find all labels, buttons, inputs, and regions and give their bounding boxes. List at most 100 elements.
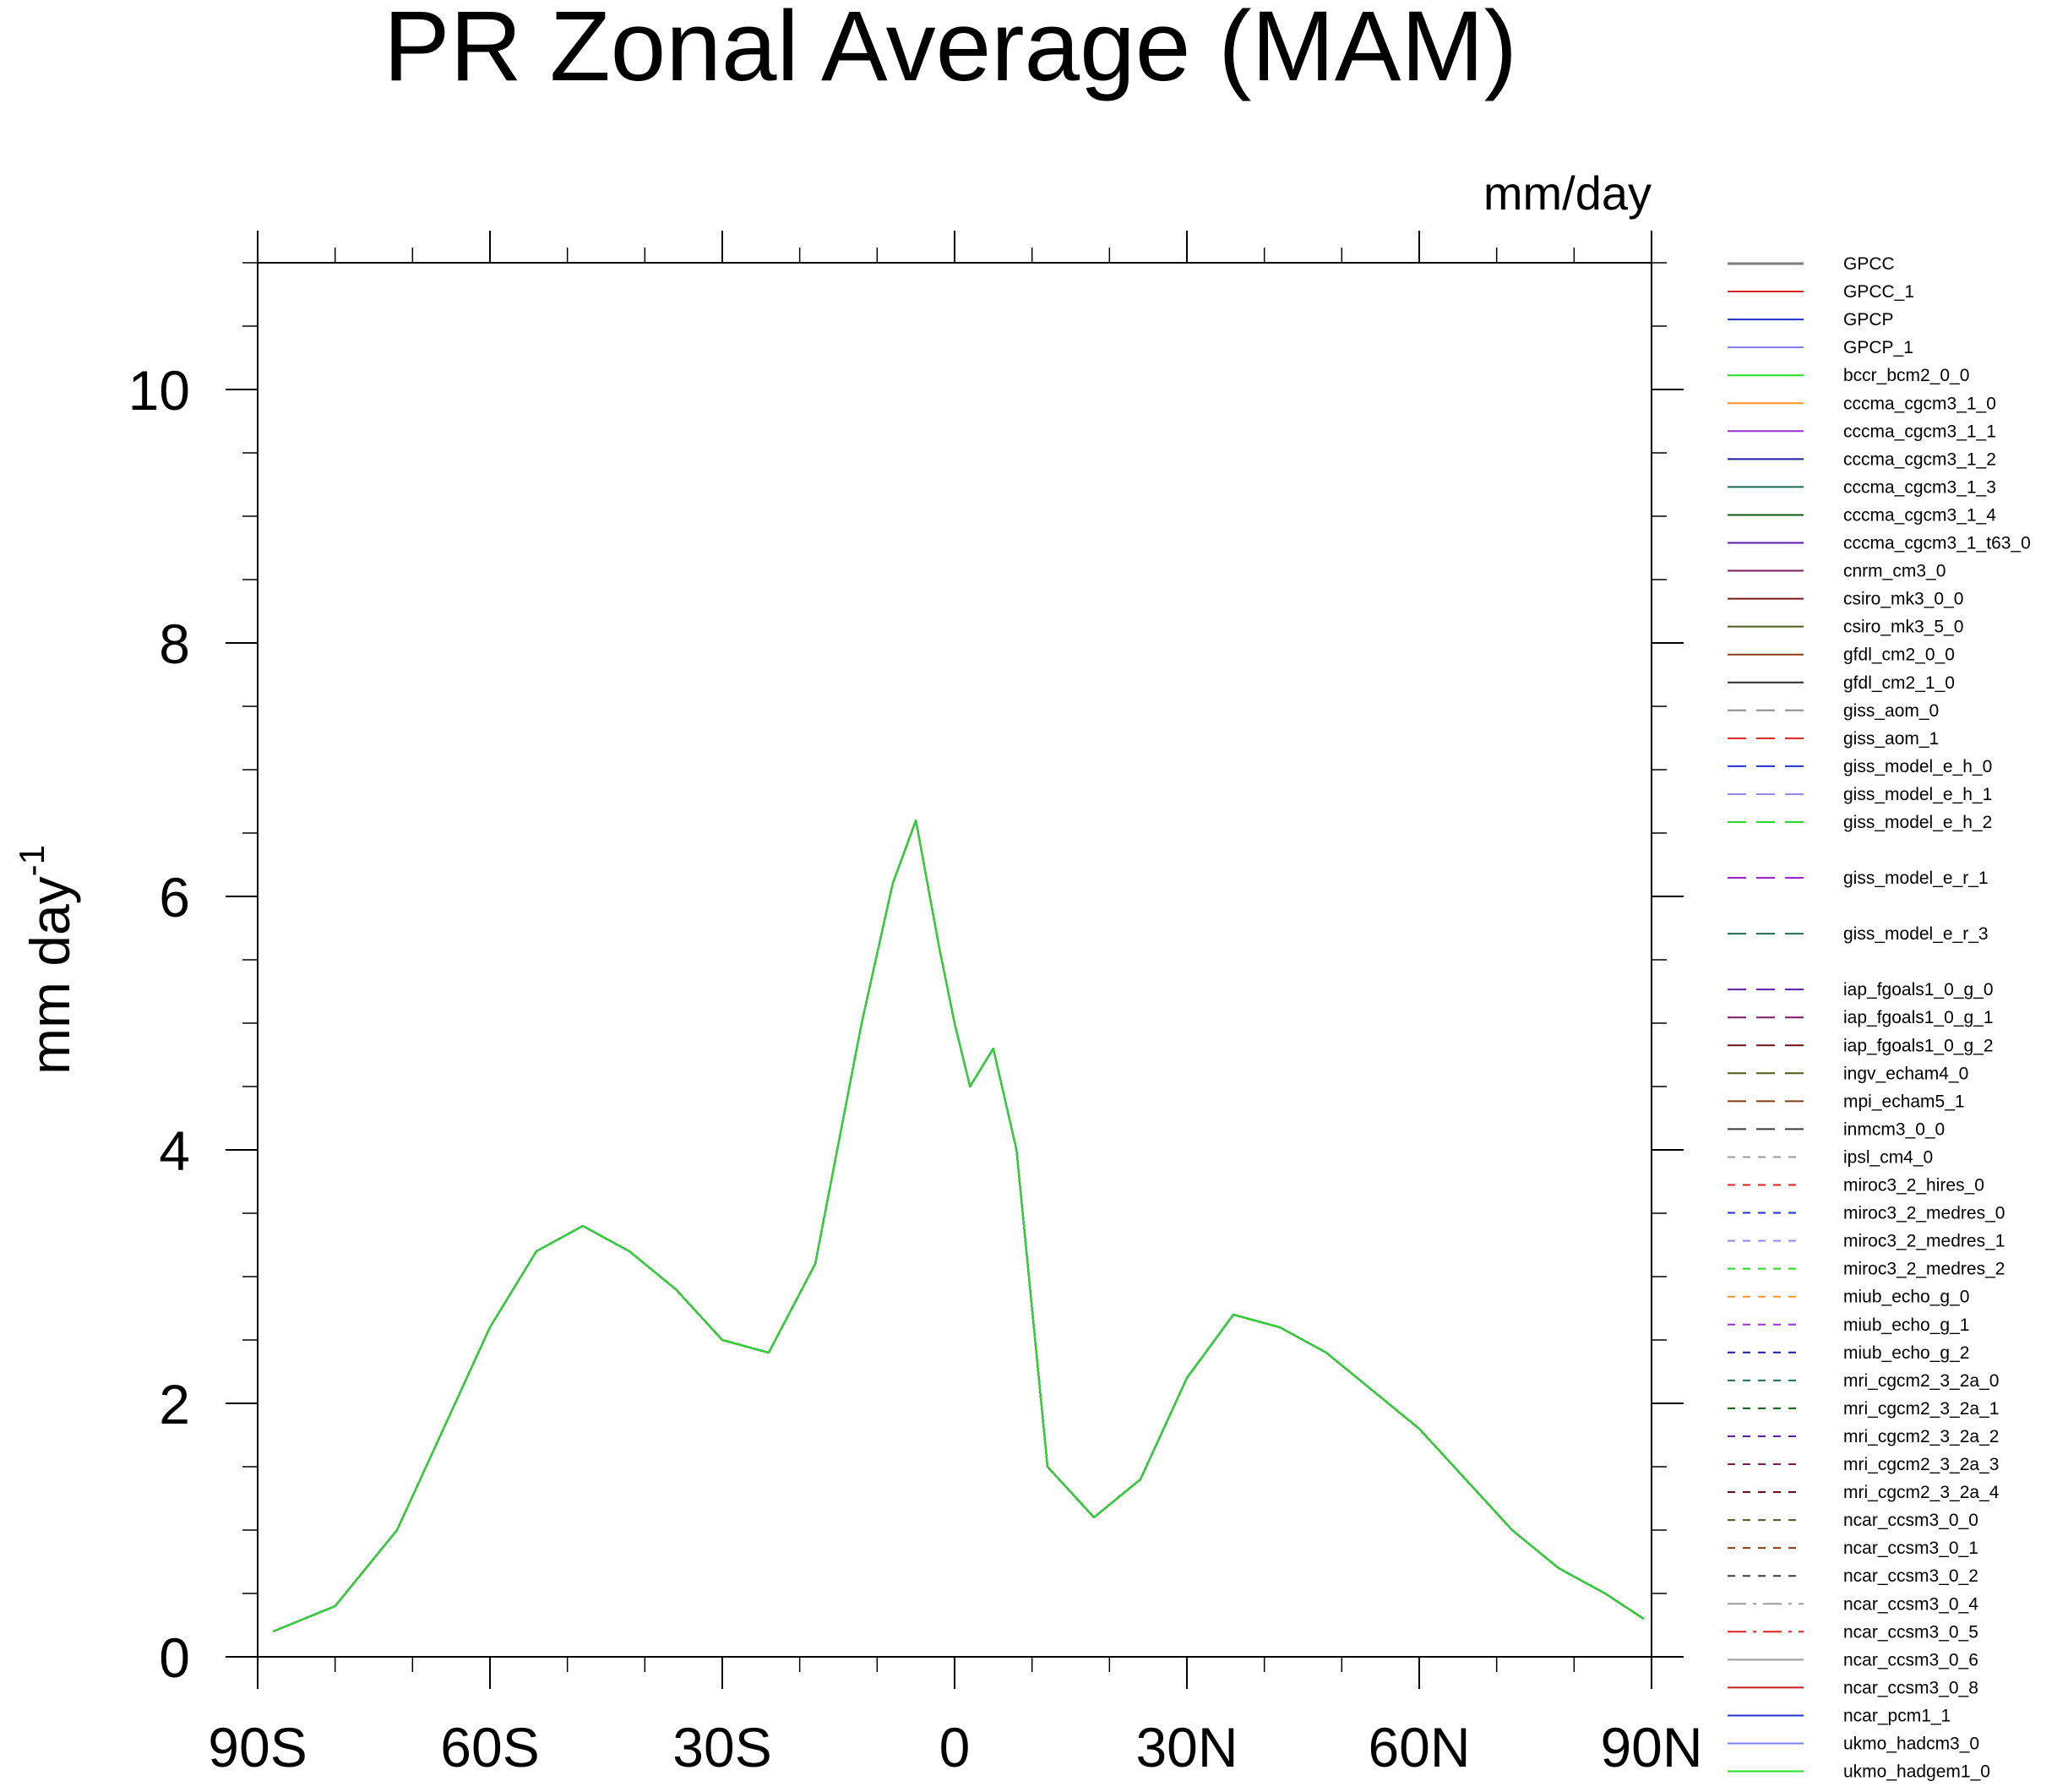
series-line-cnrm_cm3_0 — [272, 820, 1645, 1632]
legend: GPCC GPCC_1 GPCP GPCP_1 bccr_bcm2_0_0 cccma_c… — [1728, 254, 2031, 1782]
legend-label: GPCC — [1843, 254, 1895, 274]
legend-label: ncar_ccsm3_0_1 — [1843, 1539, 1978, 1558]
legend-label: ncar_ccsm3_0_4 — [1843, 1594, 1978, 1614]
y-axis-label-text: mm day — [19, 876, 81, 1075]
legend-label: ncar_ccsm3_0_0 — [1843, 1511, 1978, 1530]
series-line-ncar_pcm1_1 — [272, 820, 1645, 1632]
series-line-ncar_ccsm3_0_8 — [272, 820, 1645, 1632]
y-tick-label: 0 — [159, 1626, 190, 1689]
units-label: mm/day — [1483, 166, 1652, 220]
legend-label: GPCP — [1843, 310, 1894, 330]
legend-label: miub_echo_g_2 — [1843, 1343, 1969, 1363]
series-line-ncar_ccsm3_0_0 — [272, 820, 1645, 1632]
series-line-ukmo_hadcm3_0 — [272, 820, 1645, 1632]
legend-label: cccma_cgcm3_1_0 — [1843, 394, 1996, 413]
x-tick-label: 60S — [440, 1716, 539, 1778]
legend-label: csiro_mk3_0_0 — [1843, 590, 1963, 609]
legend-label: giss_model_e_h_1 — [1843, 785, 1992, 804]
legend-label: ncar_pcm1_1 — [1843, 1706, 1951, 1725]
series-line-cccma_cgcm3_1_2 — [272, 820, 1645, 1632]
legend-label: giss_aom_0 — [1843, 701, 1939, 721]
series-line-giss_aom_0 — [272, 820, 1645, 1632]
series-line-mri_cgcm2_3_2a_2 — [272, 820, 1645, 1632]
x-tick-label: 30N — [1135, 1716, 1238, 1778]
series-line-giss_model_e_h_2 — [272, 820, 1645, 1632]
legend-label: miub_echo_g_1 — [1843, 1315, 1969, 1335]
legend-label: miroc3_2_hires_0 — [1843, 1176, 1984, 1196]
legend-label: bccr_bcm2_0_0 — [1843, 366, 1969, 385]
series-line-ipsl_cm4_0 — [272, 820, 1645, 1632]
series-line-iap_fgoals1_0_g_1 — [272, 820, 1645, 1632]
legend-label: giss_model_e_r_1 — [1843, 869, 1989, 888]
series-line-bccr_bcm2_0_0 — [272, 820, 1645, 1632]
series-line-ukmo_hadgem1_0 — [272, 820, 1645, 1632]
series-line-miroc3_2_medres_0 — [272, 820, 1645, 1632]
legend-label: csiro_mk3_5_0 — [1843, 618, 1963, 637]
y-tick-label: 2 — [159, 1373, 190, 1435]
legend-label: cccma_cgcm3_1_t63_0 — [1843, 534, 2031, 553]
series-line-cccma_cgcm3_1_3 — [272, 820, 1645, 1632]
legend-label: mpi_echam5_1 — [1843, 1092, 1965, 1111]
series-line-GPCC — [272, 820, 1645, 1632]
series-line-ncar_ccsm3_0_1 — [272, 820, 1645, 1632]
series-line-miub_echo_g_2 — [272, 820, 1645, 1632]
legend-label: miub_echo_g_0 — [1843, 1288, 1969, 1307]
axis-ticks — [226, 231, 1684, 1689]
legend-label: GPCP_1 — [1843, 338, 1913, 357]
legend-label: giss_model_e_h_2 — [1843, 813, 1992, 832]
legend-label: iap_fgoals1_0_g_0 — [1843, 980, 1994, 999]
y-tick-label: 8 — [159, 613, 190, 675]
legend-label: inmcm3_0_0 — [1843, 1119, 1945, 1139]
legend-label: miroc3_2_medres_1 — [1843, 1232, 2005, 1251]
series-line-ingv_echam4_0 — [272, 820, 1645, 1632]
legend-label: cccma_cgcm3_1_1 — [1843, 422, 1996, 441]
legend-label: ingv_echam4_0 — [1843, 1064, 1968, 1083]
x-tick-label: 60N — [1368, 1716, 1470, 1778]
y-tick-label: 6 — [159, 866, 190, 929]
legend-label: iap_fgoals1_0_g_2 — [1843, 1036, 1994, 1055]
series-lines — [272, 820, 1645, 1632]
series-line-giss_model_e_h_0 — [272, 820, 1645, 1632]
y-tick-label: 10 — [128, 359, 190, 422]
tick-labels: 90S 60S 30S 0 30N 60N 90N 0 2 4 6 8 10 — [128, 359, 1703, 1778]
legend-label: gfdl_cm2_0_0 — [1843, 645, 1955, 665]
legend-label: mri_cgcm2_3_2a_0 — [1843, 1371, 1999, 1391]
series-line-GPCP — [272, 820, 1645, 1632]
series-line-iap_fgoals1_0_g_0 — [272, 820, 1645, 1632]
x-tick-label: 90N — [1600, 1716, 1702, 1778]
legend-label: ukmo_hadgem1_0 — [1843, 1762, 1990, 1782]
legend-label: ncar_ccsm3_0_5 — [1843, 1622, 1978, 1642]
x-tick-label: 30S — [672, 1716, 771, 1778]
legend-label: gfdl_cm2_1_0 — [1843, 673, 1955, 693]
legend-label: iap_fgoals1_0_g_1 — [1843, 1008, 1994, 1027]
series-line-giss_model_e_r_1 — [272, 820, 1645, 1632]
x-tick-label: 90S — [208, 1716, 307, 1778]
series-line-mpi_echam5_1 — [272, 820, 1645, 1632]
legend-label: cccma_cgcm3_1_4 — [1843, 505, 1996, 525]
series-line-GPCP_1 — [272, 820, 1645, 1632]
legend-label: ncar_ccsm3_0_2 — [1843, 1566, 1978, 1586]
series-line-giss_aom_1 — [272, 820, 1645, 1632]
legend-label: ncar_ccsm3_0_8 — [1843, 1678, 1978, 1697]
series-line-ncar_ccsm3_0_4 — [272, 820, 1645, 1632]
legend-label: giss_model_e_h_0 — [1843, 757, 1992, 776]
series-line-miub_echo_g_0 — [272, 820, 1645, 1632]
legend-label: giss_model_e_r_3 — [1843, 924, 1989, 944]
legend-label: ukmo_hadcm3_0 — [1843, 1735, 1979, 1754]
series-line-ncar_ccsm3_0_5 — [272, 820, 1645, 1632]
chart-title: PR Zonal Average (MAM) — [384, 0, 1517, 102]
series-line-inmcm3_0_0 — [272, 820, 1645, 1632]
series-line-gfdl_cm2_0_0 — [272, 820, 1645, 1632]
series-line-miub_echo_g_1 — [272, 820, 1645, 1632]
series-line-mri_cgcm2_3_2a_0 — [272, 820, 1645, 1632]
series-line-mri_cgcm2_3_2a_3 — [272, 820, 1645, 1632]
legend-label: cccma_cgcm3_1_2 — [1843, 449, 1996, 469]
series-line-mri_cgcm2_3_2a_1 — [272, 820, 1645, 1632]
y-axis-label: mm day-1 — [12, 845, 81, 1075]
x-tick-label: 0 — [939, 1716, 971, 1778]
legend-label: mri_cgcm2_3_2a_1 — [1843, 1399, 1999, 1419]
legend-label: cccma_cgcm3_1_3 — [1843, 477, 1996, 497]
legend-label: miroc3_2_medres_0 — [1843, 1204, 2005, 1223]
plot-frame — [257, 262, 1652, 1658]
series-line-cccma_cgcm3_1_0 — [272, 820, 1645, 1632]
